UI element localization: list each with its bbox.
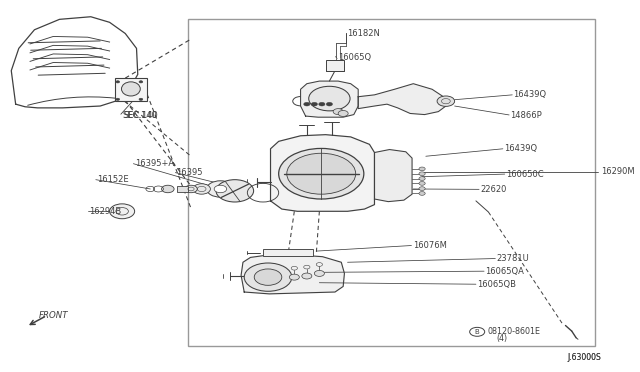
Polygon shape bbox=[358, 84, 446, 115]
Circle shape bbox=[419, 177, 425, 180]
Bar bbox=[326, 60, 344, 71]
Text: 16439Q: 16439Q bbox=[504, 144, 537, 153]
Bar bbox=[115, 78, 147, 101]
Text: 16065QA: 16065QA bbox=[485, 267, 524, 276]
Text: 22620: 22620 bbox=[480, 185, 507, 194]
Circle shape bbox=[109, 204, 134, 219]
Circle shape bbox=[278, 148, 364, 199]
Circle shape bbox=[338, 110, 348, 116]
Text: 16290M: 16290M bbox=[601, 167, 635, 176]
Text: 16294B: 16294B bbox=[90, 207, 122, 216]
Circle shape bbox=[289, 274, 300, 280]
Circle shape bbox=[216, 180, 253, 202]
Text: 16065Q: 16065Q bbox=[338, 53, 371, 62]
Polygon shape bbox=[301, 81, 358, 117]
Text: 16182N: 16182N bbox=[348, 29, 380, 38]
Circle shape bbox=[244, 263, 292, 291]
Circle shape bbox=[185, 185, 197, 193]
Circle shape bbox=[419, 167, 425, 171]
Circle shape bbox=[314, 270, 324, 276]
Circle shape bbox=[207, 181, 234, 197]
Circle shape bbox=[214, 185, 227, 193]
Text: B: B bbox=[475, 329, 479, 335]
Circle shape bbox=[419, 187, 425, 190]
Circle shape bbox=[333, 109, 343, 115]
Text: 16076M: 16076M bbox=[413, 241, 447, 250]
Circle shape bbox=[254, 269, 282, 285]
Circle shape bbox=[139, 81, 143, 83]
Text: SEC.140: SEC.140 bbox=[122, 111, 157, 120]
Text: 16395+A: 16395+A bbox=[134, 159, 174, 168]
Circle shape bbox=[116, 81, 120, 83]
Polygon shape bbox=[271, 135, 374, 211]
Circle shape bbox=[287, 153, 356, 194]
Text: J.63000S: J.63000S bbox=[567, 353, 601, 362]
Text: 23781U: 23781U bbox=[497, 254, 529, 263]
Circle shape bbox=[419, 182, 425, 185]
Circle shape bbox=[116, 98, 120, 100]
Bar bbox=[177, 186, 188, 192]
Text: 16152E: 16152E bbox=[97, 175, 129, 184]
Circle shape bbox=[302, 273, 312, 279]
Text: 160650C: 160650C bbox=[506, 170, 543, 179]
Circle shape bbox=[308, 86, 350, 111]
Text: SEC.140: SEC.140 bbox=[124, 111, 158, 120]
Circle shape bbox=[139, 98, 143, 100]
Circle shape bbox=[326, 102, 333, 106]
Text: 14866P: 14866P bbox=[510, 111, 542, 120]
Polygon shape bbox=[374, 150, 412, 202]
Circle shape bbox=[419, 172, 425, 176]
Ellipse shape bbox=[122, 82, 140, 96]
Text: 16065QB: 16065QB bbox=[477, 280, 516, 289]
Text: FRONT: FRONT bbox=[39, 311, 68, 320]
Polygon shape bbox=[241, 255, 344, 294]
Circle shape bbox=[419, 192, 425, 195]
Text: J.63000S: J.63000S bbox=[567, 353, 601, 362]
Circle shape bbox=[193, 184, 211, 194]
Circle shape bbox=[311, 102, 317, 106]
Circle shape bbox=[304, 102, 310, 106]
Text: 08120-8601E: 08120-8601E bbox=[488, 327, 541, 336]
Bar bbox=[263, 249, 313, 256]
Text: (4): (4) bbox=[496, 334, 507, 343]
Text: 16439Q: 16439Q bbox=[513, 90, 547, 99]
Text: 16395: 16395 bbox=[177, 168, 203, 177]
Bar bbox=[188, 19, 595, 346]
Circle shape bbox=[437, 96, 454, 106]
Circle shape bbox=[161, 185, 174, 193]
Circle shape bbox=[319, 102, 325, 106]
